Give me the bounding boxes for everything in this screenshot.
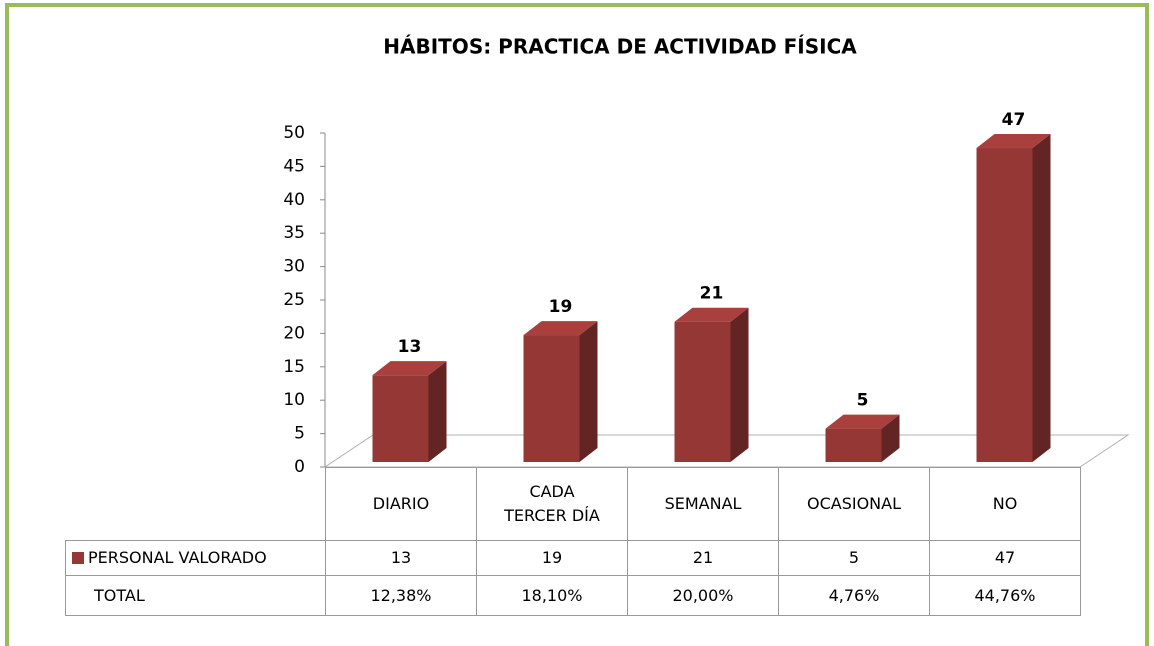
- bar-top: [372, 361, 447, 376]
- bar-top: [976, 134, 1051, 149]
- cell-text: TOTAL: [94, 585, 145, 605]
- bar: [825, 428, 882, 462]
- cell-text: SEMANAL: [664, 494, 742, 513]
- cell-text: NO: [992, 494, 1018, 513]
- y-tick-label: 20: [283, 323, 305, 343]
- data-label: 13: [398, 337, 422, 357]
- y-tick-label: 15: [283, 357, 305, 377]
- cell-text: 44,76%: [974, 585, 1036, 605]
- cell-text: 19: [541, 548, 563, 567]
- cell-text: CADA TERCER DÍA: [504, 482, 600, 525]
- legend-text: PERSONAL VALORADO: [88, 548, 267, 567]
- bar-side: [881, 414, 900, 462]
- x-category-label: OCASIONAL: [778, 467, 930, 541]
- bar-top: [523, 321, 598, 336]
- cell-text: 20,00%: [672, 585, 734, 605]
- table-value: 5: [778, 540, 930, 576]
- x-category-label: SEMANAL: [627, 467, 779, 541]
- y-tick-label: 10: [283, 390, 305, 410]
- bar: [372, 375, 429, 462]
- cell-text: 13: [390, 548, 412, 567]
- cell-text: 5: [848, 548, 860, 567]
- table-value: 13: [325, 540, 477, 576]
- data-label: 21: [700, 284, 724, 304]
- y-tick-label: 0: [294, 457, 305, 477]
- bar-side: [428, 361, 447, 462]
- y-tick-label: 45: [283, 156, 305, 176]
- chart-title: HÁBITOS: PRACTICA DE ACTIVIDAD FÍSICA: [383, 35, 857, 59]
- bar-side: [1032, 134, 1051, 463]
- total-label: TOTAL: [65, 575, 326, 616]
- data-label: 19: [549, 297, 573, 317]
- y-tick-label: 30: [283, 257, 305, 277]
- data-label: 47: [1002, 110, 1026, 130]
- table-total: 20,00%: [627, 575, 779, 616]
- bar: [523, 335, 580, 462]
- cell-text: DIARIO: [372, 494, 430, 513]
- table-total: 4,76%: [778, 575, 930, 616]
- bar-side: [730, 307, 749, 462]
- y-tick-label: 40: [283, 190, 305, 210]
- cell-text: 21: [692, 548, 714, 567]
- y-tick-label: 25: [283, 290, 305, 310]
- legend-swatch: [72, 552, 84, 564]
- cell-text: 47: [994, 548, 1016, 567]
- x-category-label: NO: [929, 467, 1081, 541]
- data-label: 5: [857, 391, 869, 411]
- table-value: 19: [476, 540, 628, 576]
- cell-text: OCASIONAL: [806, 494, 901, 513]
- cell-text: 18,10%: [521, 585, 583, 605]
- bar: [976, 148, 1033, 463]
- y-tick-label: 35: [283, 223, 305, 243]
- table-total: 44,76%: [929, 575, 1081, 616]
- table-value: 47: [929, 540, 1081, 576]
- x-category-label: DIARIO: [325, 467, 477, 541]
- frame: [5, 3, 1149, 646]
- y-tick-label: 5: [294, 424, 305, 444]
- table-total: 18,10%: [476, 575, 628, 616]
- cell-text: 4,76%: [828, 585, 880, 605]
- bar: [674, 321, 731, 462]
- y-tick-label: 50: [283, 123, 305, 143]
- table-total: 12,38%: [325, 575, 477, 616]
- legend-entry: PERSONAL VALORADO: [65, 540, 326, 576]
- bar-top: [825, 414, 900, 429]
- x-category-label: CADA TERCER DÍA: [476, 467, 628, 541]
- bar-top: [674, 307, 749, 322]
- bar-side: [579, 321, 598, 462]
- cell-text: 12,38%: [370, 585, 432, 605]
- table-value: 21: [627, 540, 779, 576]
